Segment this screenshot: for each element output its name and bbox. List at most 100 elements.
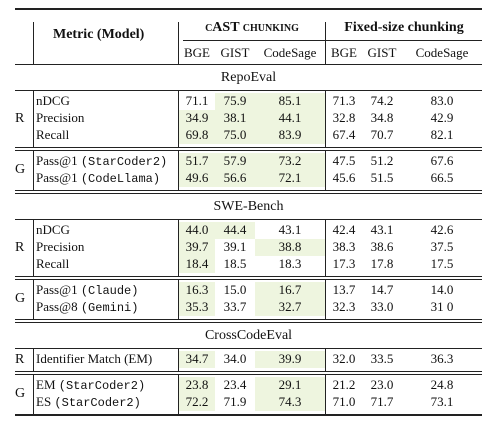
cast-value: 23.4 [223,377,247,392]
fixed-value: 74.2 [370,93,394,108]
cast-value: 18.3 [278,256,302,271]
fixed-value: 32.0 [332,351,356,366]
group-right-divider [325,348,326,371]
fixed-value: 47.5 [332,153,356,168]
cast-value: 72.2 [179,394,215,411]
group-rule [15,150,482,151]
fixed-value: 32.8 [332,110,356,125]
fixed-value: 67.6 [430,153,454,168]
fixed-col-gist: GIST [367,45,397,60]
cast-value: 29.1 [255,377,325,394]
metric-label: Identifier Match (EM) [36,351,153,366]
group-right-divider [325,150,326,190]
group-rule [15,276,482,277]
top-rule [15,8,482,10]
cast-col-gist: GIST [220,45,250,60]
cast-value: 34.0 [223,351,247,366]
cast-value: 83.9 [255,127,325,144]
fixed-value: 42.6 [430,222,454,237]
fixed-value: 32.3 [332,299,356,314]
group-tag: G [15,386,26,401]
group-left-divider [33,279,34,319]
fixed-value: 17.3 [332,256,356,271]
section-bottom-rule [15,193,482,194]
fixed-value: 70.7 [370,127,394,142]
group-mid-divider [178,90,179,147]
cast-value: 18.5 [223,256,247,271]
group-mid-divider [178,219,179,276]
group-tag: R [15,351,25,367]
cast-value: 51.7 [179,153,215,170]
cast-value: 74.3 [255,394,325,411]
metric-label: Pass@1 (StarCoder2) [36,153,168,169]
cast-value: 69.8 [179,127,215,144]
cast-value: 75.0 [215,127,255,144]
metric-label: ES (StarCoder2) [36,394,141,410]
cast-value: 38.8 [255,239,325,256]
group-tag: R [15,110,25,126]
group-rule [15,374,482,375]
fixed-value: 45.6 [332,170,356,185]
cast-value: 16.3 [179,282,215,299]
fixed-value: 33.0 [370,299,394,314]
metric-label: nDCG [36,93,70,108]
group-right-divider [325,279,326,319]
fixed-value: 71.7 [370,394,394,409]
header-right-divider [325,22,326,64]
section-bottom-rule [15,322,482,323]
fixed-value: 67.4 [332,127,356,142]
group-left-divider [33,219,34,276]
fixed-value: 14.0 [430,282,454,297]
cast-value: 44.0 [179,222,215,239]
cast-col-bge: BGE [184,45,210,60]
cast-value: 72.1 [255,170,325,187]
fixed-value: 21.2 [332,377,356,392]
section-title: CrossCodeEval [204,328,293,343]
fixed-value: 33.5 [370,351,394,366]
fixed-group-header: Fixed-size chunking [344,20,464,35]
cast-value: 18.4 [179,256,215,273]
fixed-value: 82.1 [430,127,454,142]
fixed-value: 71.0 [332,394,356,409]
fixed-value: 71.3 [332,93,356,108]
group-rule [183,40,482,41]
fixed-value: 17.5 [430,256,454,271]
metric-label: Precision [36,239,85,254]
metric-label: nDCG [36,222,70,237]
section-bottom-rule [15,319,482,320]
header-bottom-rule [15,64,482,65]
metric-label: Recall [36,256,70,271]
group-right-divider [325,219,326,276]
header-mid-divider [178,22,179,64]
section-bottom-rule [15,190,482,191]
cast-value: 38.1 [215,110,255,127]
group-left-divider [33,348,34,371]
fixed-col-bge: BGE [331,45,357,60]
metric-label: Pass@1 (CodeLlama) [36,170,161,186]
cast-value: 35.3 [179,299,215,316]
fixed-value: 38.6 [370,239,394,254]
cast-value: 71.1 [185,93,209,108]
group-right-divider [325,90,326,147]
section-title: SWE-Bench [213,199,284,214]
metric-label: EM (StarCoder2) [36,377,146,393]
group-rule [15,279,482,280]
group-mid-divider [178,374,179,414]
cast-value: 33.7 [223,299,247,314]
cast-value: 39.7 [179,239,215,256]
metric-label: Pass@8 (Gemini) [36,299,139,315]
fixed-value: 42.9 [430,110,454,125]
cast-value: 39.1 [223,239,247,254]
section-rule [15,90,482,91]
group-mid-divider [178,279,179,319]
group-right-divider [325,374,326,414]
cast-value: 34.9 [179,110,215,127]
cast-value: 44.4 [215,222,255,239]
fixed-value: 36.3 [430,351,454,366]
fixed-value: 31 0 [430,299,454,314]
cast-value: 15.0 [223,282,247,297]
fixed-value: 73.1 [430,394,454,409]
fixed-value: 13.7 [332,282,356,297]
fixed-value: 34.8 [370,110,394,125]
group-rule [15,147,482,148]
